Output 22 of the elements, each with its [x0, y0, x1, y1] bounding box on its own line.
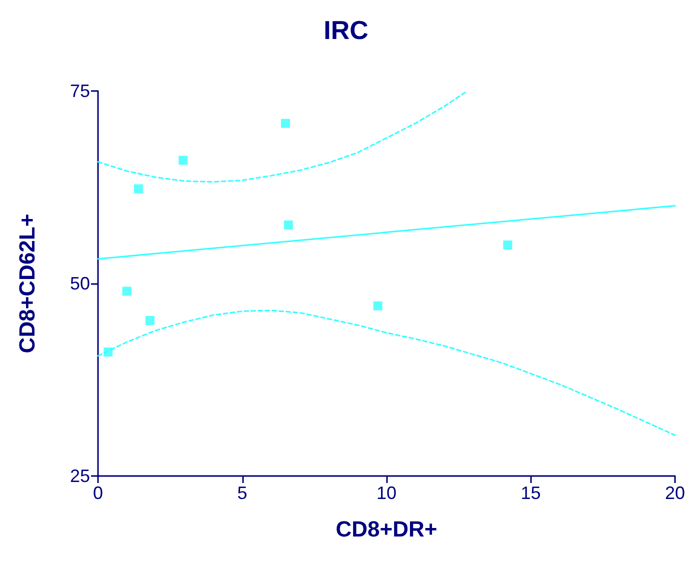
point — [178, 156, 188, 165]
point — [134, 184, 143, 194]
point — [503, 240, 512, 250]
y-tick-label: 75 — [70, 81, 90, 101]
chart-title: IRC — [324, 15, 369, 45]
y-axis-title: CD8+CD62L+ — [14, 214, 40, 354]
x-axis-title: CD8+DR+ — [336, 516, 438, 542]
point — [284, 220, 293, 230]
x-tick-label: 20 — [664, 483, 686, 503]
point — [104, 348, 113, 357]
point — [122, 286, 132, 296]
line-series — [97, 310, 676, 436]
point — [145, 316, 154, 325]
y-tick-label: 25 — [70, 466, 90, 486]
x-tick-label: 0 — [92, 483, 104, 503]
x-tick-label: 5 — [237, 483, 248, 503]
point — [373, 301, 382, 310]
x-tick-label: 10 — [376, 483, 397, 503]
x-tick-label: 15 — [520, 483, 541, 503]
y-tick-label: 50 — [70, 274, 90, 294]
point — [281, 118, 290, 128]
line-series — [97, 90, 468, 183]
